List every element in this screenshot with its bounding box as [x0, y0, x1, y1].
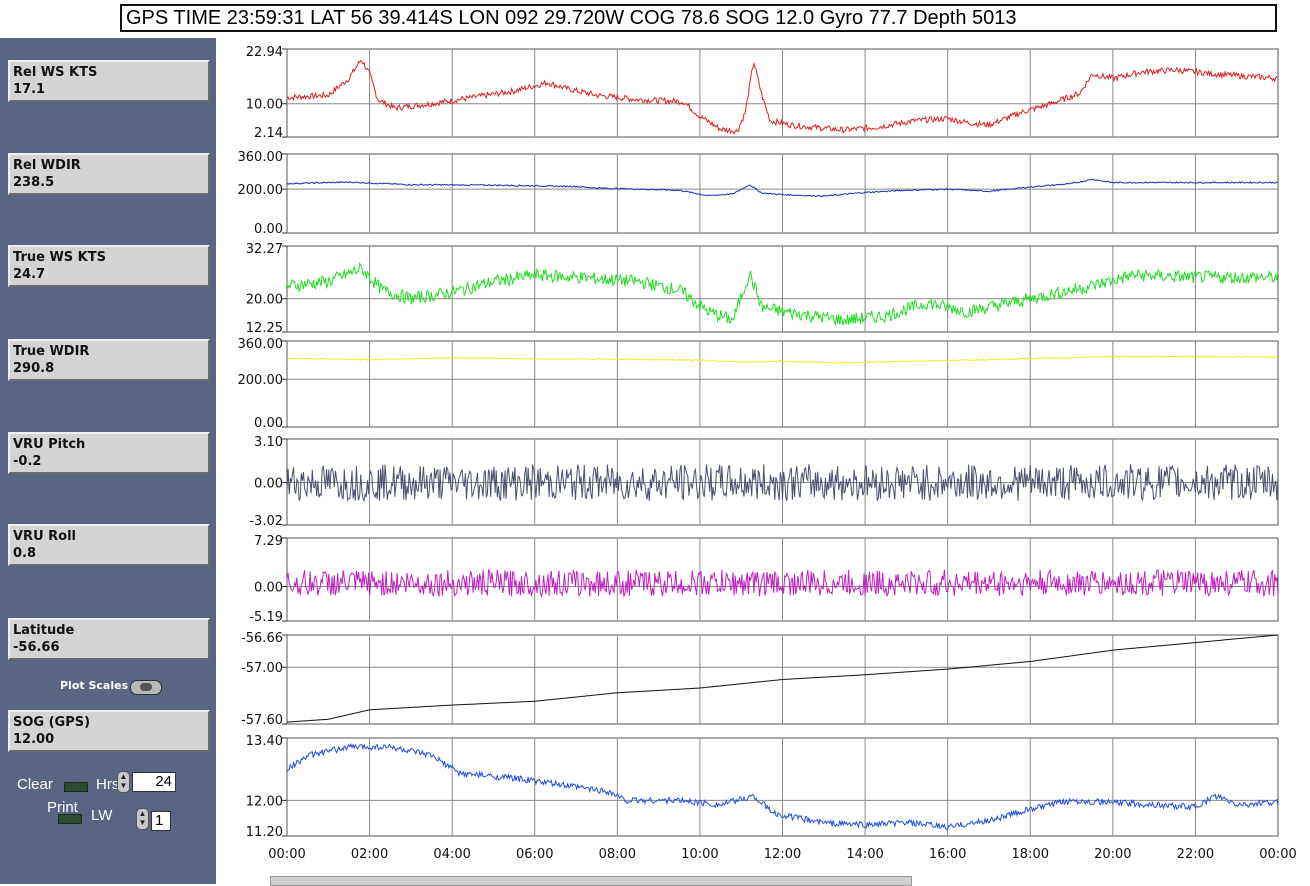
y-tick-label: 360.00	[238, 337, 284, 352]
plot-scales-label: Plot Scales	[60, 679, 129, 692]
readout-value: 290.8	[13, 361, 55, 376]
readout-rel-ws-kts: Rel WS KTS 17.1	[8, 60, 210, 102]
hrs-label: Hrs	[96, 776, 120, 793]
readout-vru-roll: VRU Roll 0.8	[8, 524, 210, 566]
print-button[interactable]	[58, 814, 82, 824]
y-tick-label: 13.40	[246, 734, 283, 749]
readout-sog-gps: SOG (GPS) 12.00	[8, 710, 210, 752]
readout-value: -56.66	[13, 640, 60, 655]
y-tick-label: 20.00	[246, 293, 283, 308]
readout-value: 12.00	[13, 732, 55, 747]
readout-label: True WS KTS	[13, 250, 106, 265]
readout-latitude: Latitude -56.66	[8, 618, 210, 660]
readout-value: 0.8	[13, 546, 37, 561]
y-tick-label: 0.00	[254, 416, 283, 431]
series-line-sog	[286, 742, 1279, 831]
strip-chart-area: 22.94 10.00 2.14 360.00 200.00 0.00 32.27 20.00…	[216, 38, 1310, 862]
readout-value: 24.7	[13, 267, 46, 282]
gps-status-bar: GPS TIME 23:59:31 LAT 56 39.414S LON 092…	[120, 4, 1277, 32]
x-tick-label: 00:00	[1259, 847, 1296, 862]
readout-rel-wdir: Rel WDIR 238.5	[8, 153, 210, 195]
y-tick-label: -5.19	[249, 610, 283, 625]
chart-panel-rel_wdir: 360.00 200.00 0.00	[238, 150, 1279, 237]
readout-value: -0.2	[13, 454, 42, 469]
y-tick-label: 11.20	[246, 825, 283, 840]
readout-label: VRU Pitch	[13, 437, 86, 452]
chart-panel-latitude: -56.66 -57.00 -57.60	[241, 631, 1279, 728]
clear-button[interactable]	[64, 782, 88, 792]
plot-scales-toggle[interactable]	[130, 680, 162, 695]
readout-label: VRU Roll	[13, 529, 77, 544]
x-axis: 00:00 02:00 04:00 06:00 08:00 10:00 12:00 14:00…	[268, 847, 1296, 862]
readout-true-ws-kts: True WS KTS 24.7	[8, 245, 210, 287]
y-tick-label: 360.00	[238, 150, 284, 165]
y-tick-label: -56.66	[241, 631, 283, 646]
y-tick-label: 0.00	[254, 222, 283, 237]
series-line-rel_wdir	[286, 178, 1279, 198]
y-tick-label: 200.00	[238, 183, 284, 198]
readout-label: SOG (GPS)	[13, 715, 91, 730]
chart-panel-vru_pitch: 3.10 0.00 -3.02	[249, 435, 1279, 529]
x-tick-label: 16:00	[929, 847, 966, 862]
readout-label: True WDIR	[13, 344, 90, 359]
y-tick-label: 2.14	[254, 126, 283, 141]
x-tick-label: 14:00	[846, 847, 883, 862]
y-tick-label: -57.60	[241, 713, 283, 728]
lw-label: LW	[91, 807, 113, 824]
y-tick-label: -57.00	[241, 661, 283, 676]
x-tick-label: 06:00	[516, 847, 553, 862]
series-line-true_wdir	[286, 355, 1279, 364]
y-tick-label: 0.00	[254, 580, 283, 595]
chart-panel-vru_roll: 7.29 0.00 -5.19	[249, 534, 1279, 625]
hrs-spinner[interactable]: ▲ ▼	[117, 771, 130, 793]
readout-label: Latitude	[13, 623, 75, 638]
y-tick-label: 0.00	[254, 477, 283, 492]
hrs-input[interactable]: 24	[132, 772, 176, 792]
y-tick-label: 10.00	[246, 98, 283, 113]
y-tick-label: 32.27	[246, 242, 283, 257]
readout-vru-pitch: VRU Pitch -0.2	[8, 432, 210, 474]
print-label: Print	[47, 799, 78, 816]
readout-true-wdir: True WDIR 290.8	[8, 339, 210, 381]
chart-panel-sog: 13.40 12.00 11.20	[246, 734, 1279, 840]
x-tick-label: 10:00	[681, 847, 718, 862]
series-line-rel_ws	[286, 59, 1279, 135]
horizontal-scrollbar[interactable]	[270, 876, 912, 886]
series-line-true_ws	[286, 262, 1279, 327]
lw-input[interactable]: 1	[151, 811, 171, 831]
chart-panel-true_wdir: 360.00 200.00 0.00	[238, 337, 1279, 431]
readout-label: Rel WDIR	[13, 158, 81, 173]
x-tick-label: 02:00	[351, 847, 388, 862]
series-line-vru_roll	[286, 568, 1279, 599]
clear-label: Clear	[17, 776, 53, 793]
series-line-latitude	[286, 634, 1279, 723]
x-tick-label: 20:00	[1094, 847, 1131, 862]
y-tick-label: 7.29	[254, 534, 283, 549]
strip-charts: 22.94 10.00 2.14 360.00 200.00 0.00 32.27 20.00…	[238, 45, 1297, 862]
lw-spinner[interactable]: ▲ ▼	[136, 808, 149, 830]
chart-panel-rel_ws: 22.94 10.00 2.14	[246, 45, 1279, 141]
y-tick-label: 3.10	[254, 435, 283, 450]
y-tick-label: 12.00	[246, 794, 283, 809]
y-tick-label: 12.25	[246, 321, 283, 336]
x-tick-label: 22:00	[1177, 847, 1214, 862]
x-tick-label: 18:00	[1012, 847, 1049, 862]
y-tick-label: -3.02	[249, 514, 283, 529]
readout-value: 238.5	[13, 175, 55, 190]
readout-label: Rel WS KTS	[13, 65, 98, 80]
x-tick-label: 08:00	[599, 847, 636, 862]
x-tick-label: 00:00	[268, 847, 305, 862]
x-tick-label: 12:00	[764, 847, 801, 862]
readout-value: 17.1	[13, 82, 46, 97]
y-tick-label: 22.94	[246, 45, 283, 60]
chart-panel-true_ws: 32.27 20.00 12.25	[246, 242, 1279, 336]
series-line-vru_pitch	[286, 464, 1279, 503]
x-tick-label: 04:00	[433, 847, 470, 862]
y-tick-label: 200.00	[238, 373, 284, 388]
